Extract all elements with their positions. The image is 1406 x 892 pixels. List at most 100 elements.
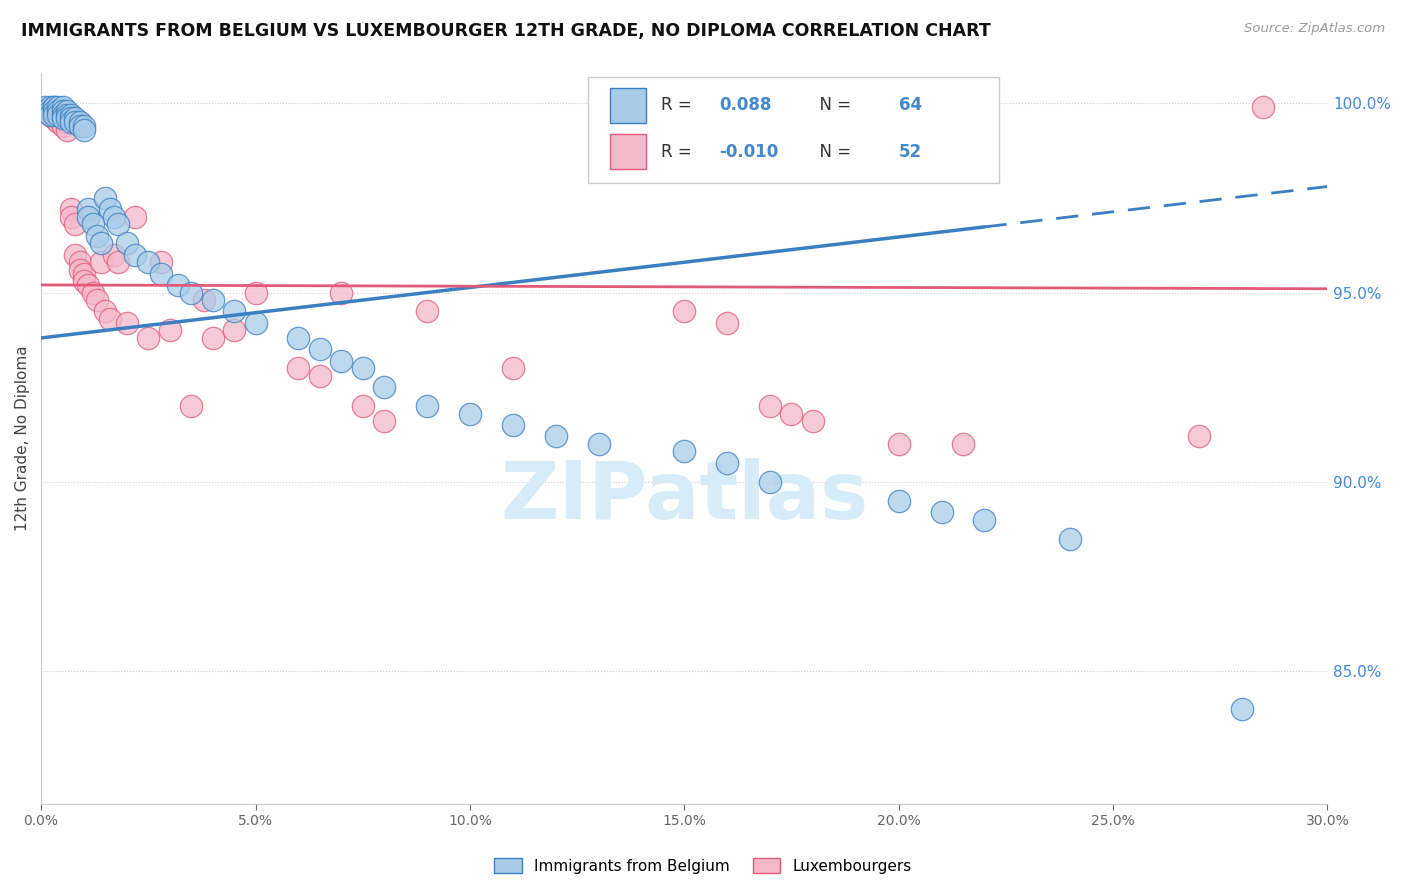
- Y-axis label: 12th Grade, No Diploma: 12th Grade, No Diploma: [15, 345, 30, 531]
- Point: [1230, 702, 1253, 716]
- Point: [103, 248, 125, 262]
- Point: [73, 267, 96, 281]
- Point: [86, 228, 108, 243]
- Point: [103, 210, 125, 224]
- Point: [46, 107, 69, 121]
- Point: [352, 399, 374, 413]
- Point: [60, 202, 83, 217]
- Point: [373, 414, 395, 428]
- Point: [588, 437, 610, 451]
- Point: [34, 103, 56, 118]
- Point: [287, 361, 309, 376]
- Text: R =: R =: [661, 143, 697, 161]
- Point: [51, 112, 73, 126]
- Point: [65, 248, 87, 262]
- Point: [69, 119, 91, 133]
- Point: [180, 399, 202, 413]
- Point: [51, 119, 73, 133]
- Legend: Immigrants from Belgium, Luxembourgers: Immigrants from Belgium, Luxembourgers: [488, 852, 918, 880]
- Point: [56, 107, 79, 121]
- Point: [308, 368, 330, 383]
- Point: [759, 399, 782, 413]
- Point: [73, 119, 96, 133]
- Point: [77, 202, 100, 217]
- Point: [42, 100, 65, 114]
- Point: [90, 236, 112, 251]
- Point: [38, 100, 60, 114]
- Point: [65, 112, 87, 126]
- Point: [65, 115, 87, 129]
- Point: [222, 323, 245, 337]
- Point: [416, 399, 439, 413]
- Point: [136, 255, 159, 269]
- Text: N =: N =: [808, 143, 856, 161]
- Point: [56, 112, 79, 126]
- Point: [46, 115, 69, 129]
- Text: 0.088: 0.088: [718, 96, 772, 114]
- Point: [502, 417, 524, 432]
- Point: [42, 112, 65, 126]
- Point: [51, 103, 73, 118]
- Point: [77, 277, 100, 292]
- Point: [46, 100, 69, 114]
- Point: [780, 407, 803, 421]
- Text: N =: N =: [808, 96, 856, 114]
- Point: [107, 218, 129, 232]
- Point: [458, 407, 481, 421]
- Point: [60, 210, 83, 224]
- Text: Source: ZipAtlas.com: Source: ZipAtlas.com: [1244, 22, 1385, 36]
- Point: [887, 437, 910, 451]
- Bar: [610, 134, 645, 169]
- Point: [716, 456, 738, 470]
- Text: -0.010: -0.010: [718, 143, 779, 161]
- Point: [107, 255, 129, 269]
- Point: [973, 513, 995, 527]
- Point: [150, 267, 173, 281]
- Point: [98, 312, 121, 326]
- Point: [887, 493, 910, 508]
- Point: [201, 293, 224, 307]
- Point: [65, 218, 87, 232]
- Point: [60, 107, 83, 121]
- Point: [86, 293, 108, 307]
- Point: [38, 107, 60, 121]
- Point: [180, 285, 202, 300]
- Point: [60, 112, 83, 126]
- Point: [69, 262, 91, 277]
- Point: [801, 414, 824, 428]
- Point: [673, 304, 696, 318]
- Point: [330, 353, 353, 368]
- Point: [952, 437, 974, 451]
- Point: [56, 103, 79, 118]
- Text: 52: 52: [898, 143, 922, 161]
- Point: [51, 100, 73, 114]
- Point: [34, 103, 56, 118]
- Point: [82, 285, 104, 300]
- Point: [42, 100, 65, 114]
- Point: [46, 107, 69, 121]
- Point: [245, 285, 267, 300]
- Point: [38, 103, 60, 118]
- Point: [42, 107, 65, 121]
- Point: [716, 316, 738, 330]
- Point: [136, 331, 159, 345]
- Point: [1188, 429, 1211, 443]
- Point: [73, 274, 96, 288]
- Point: [98, 202, 121, 217]
- Point: [42, 103, 65, 118]
- Bar: [610, 87, 645, 123]
- Point: [167, 277, 190, 292]
- Point: [46, 103, 69, 118]
- Text: ZIPatlas: ZIPatlas: [501, 458, 869, 536]
- Point: [193, 293, 215, 307]
- Point: [82, 218, 104, 232]
- Point: [124, 248, 146, 262]
- Point: [308, 343, 330, 357]
- FancyBboxPatch shape: [588, 77, 1000, 183]
- Point: [931, 505, 953, 519]
- Point: [1059, 532, 1081, 546]
- Point: [51, 107, 73, 121]
- Point: [245, 316, 267, 330]
- Point: [352, 361, 374, 376]
- Point: [60, 115, 83, 129]
